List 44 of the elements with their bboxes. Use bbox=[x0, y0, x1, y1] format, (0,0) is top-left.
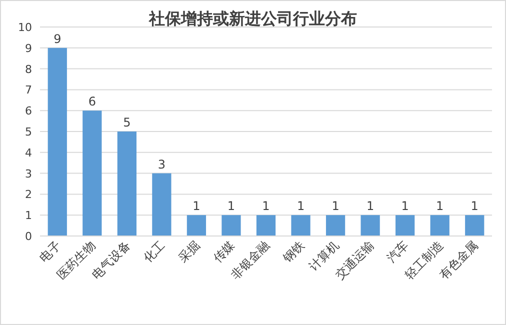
data-label: 1 bbox=[227, 199, 236, 214]
y-tick-label: 5 bbox=[25, 126, 32, 138]
data-label: 1 bbox=[470, 199, 478, 214]
bar bbox=[430, 215, 450, 236]
data-label: 1 bbox=[192, 199, 200, 214]
bar bbox=[326, 215, 346, 236]
bar bbox=[186, 215, 206, 236]
y-tick-label: 9 bbox=[25, 42, 32, 55]
bar bbox=[222, 215, 241, 236]
y-tick-label: 7 bbox=[25, 84, 32, 97]
y-tick-label: 0 bbox=[25, 230, 32, 243]
y-tick-label: 3 bbox=[25, 167, 32, 180]
bar bbox=[465, 215, 484, 236]
y-tick-label: 8 bbox=[25, 62, 32, 76]
data-label: 1 bbox=[332, 199, 340, 214]
y-tick-label: 2 bbox=[25, 188, 32, 202]
y-tick-label: 6 bbox=[25, 104, 32, 118]
data-label: 1 bbox=[436, 199, 444, 214]
x-tick-label: 采掘 bbox=[176, 238, 203, 266]
bar bbox=[117, 132, 136, 236]
bar bbox=[48, 48, 67, 236]
data-label: 5 bbox=[123, 116, 131, 130]
y-tick-label: 4 bbox=[25, 146, 32, 160]
data-label: 1 bbox=[366, 199, 374, 214]
x-tick-label: 电子 bbox=[36, 238, 64, 266]
bar bbox=[82, 110, 102, 236]
bar bbox=[360, 215, 380, 236]
x-tick-label: 化工 bbox=[140, 238, 168, 266]
y-tick-label: 10 bbox=[18, 21, 32, 34]
chart-title: 社保增持或新进公司行业分布 bbox=[148, 9, 357, 28]
x-tick-label: 汽车 bbox=[384, 238, 412, 266]
x-tick-label: 钢铁 bbox=[279, 238, 307, 266]
y-tick-label: 1 bbox=[25, 209, 32, 222]
bar bbox=[396, 215, 415, 236]
data-label: 1 bbox=[401, 199, 409, 214]
data-label: 9 bbox=[54, 32, 62, 46]
bar bbox=[256, 215, 276, 236]
bar bbox=[152, 173, 172, 236]
data-label: 3 bbox=[158, 157, 166, 172]
bar bbox=[291, 215, 310, 236]
data-label: 6 bbox=[88, 94, 96, 109]
data-label: 1 bbox=[262, 199, 270, 214]
data-label: 1 bbox=[296, 199, 305, 214]
x-tick-label: 传媒 bbox=[210, 238, 238, 266]
